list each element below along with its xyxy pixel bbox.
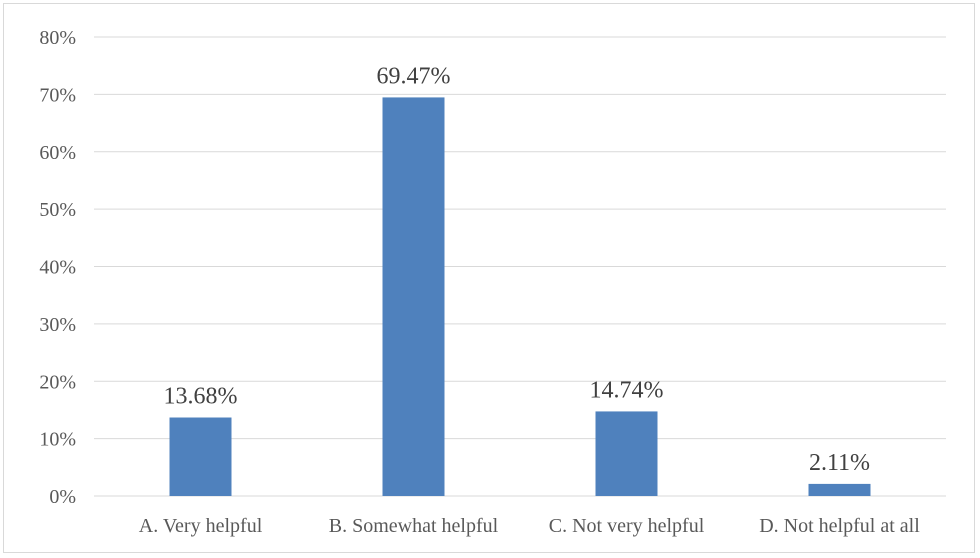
bar bbox=[169, 417, 232, 496]
bar bbox=[382, 97, 445, 496]
y-tick-label: 30% bbox=[39, 314, 76, 336]
bar bbox=[595, 411, 658, 496]
y-tick-label: 20% bbox=[39, 371, 76, 393]
bars bbox=[169, 97, 871, 496]
y-tick-label: 40% bbox=[39, 257, 76, 279]
bar bbox=[808, 483, 871, 496]
data-label: 14.74% bbox=[590, 377, 664, 403]
x-axis-categories: A. Very helpful B. Somewhat helpful C. Not… bbox=[139, 515, 920, 537]
y-tick-label: 60% bbox=[39, 142, 76, 164]
category-label: D. Not helpful at all bbox=[759, 515, 920, 537]
y-tick-label: 50% bbox=[39, 199, 76, 221]
y-tick-label: 10% bbox=[39, 429, 76, 451]
gridlines bbox=[94, 36, 946, 497]
data-label: 69.47% bbox=[377, 63, 451, 89]
data-label: 2.11% bbox=[809, 450, 870, 476]
data-labels: 13.68% 69.47% 14.74% 2.11% bbox=[164, 63, 871, 475]
category-label: C. Not very helpful bbox=[549, 515, 705, 537]
y-tick-label: 0% bbox=[49, 486, 76, 508]
y-tick-label: 80% bbox=[39, 27, 76, 49]
y-tick-label: 70% bbox=[39, 84, 76, 106]
y-axis-ticks: 0% 10% 20% 30% 40% 50% 60% 70% 80% bbox=[39, 27, 76, 508]
category-label: B. Somewhat helpful bbox=[329, 515, 499, 537]
data-label: 13.68% bbox=[164, 384, 238, 410]
category-label: A. Very helpful bbox=[139, 515, 263, 537]
